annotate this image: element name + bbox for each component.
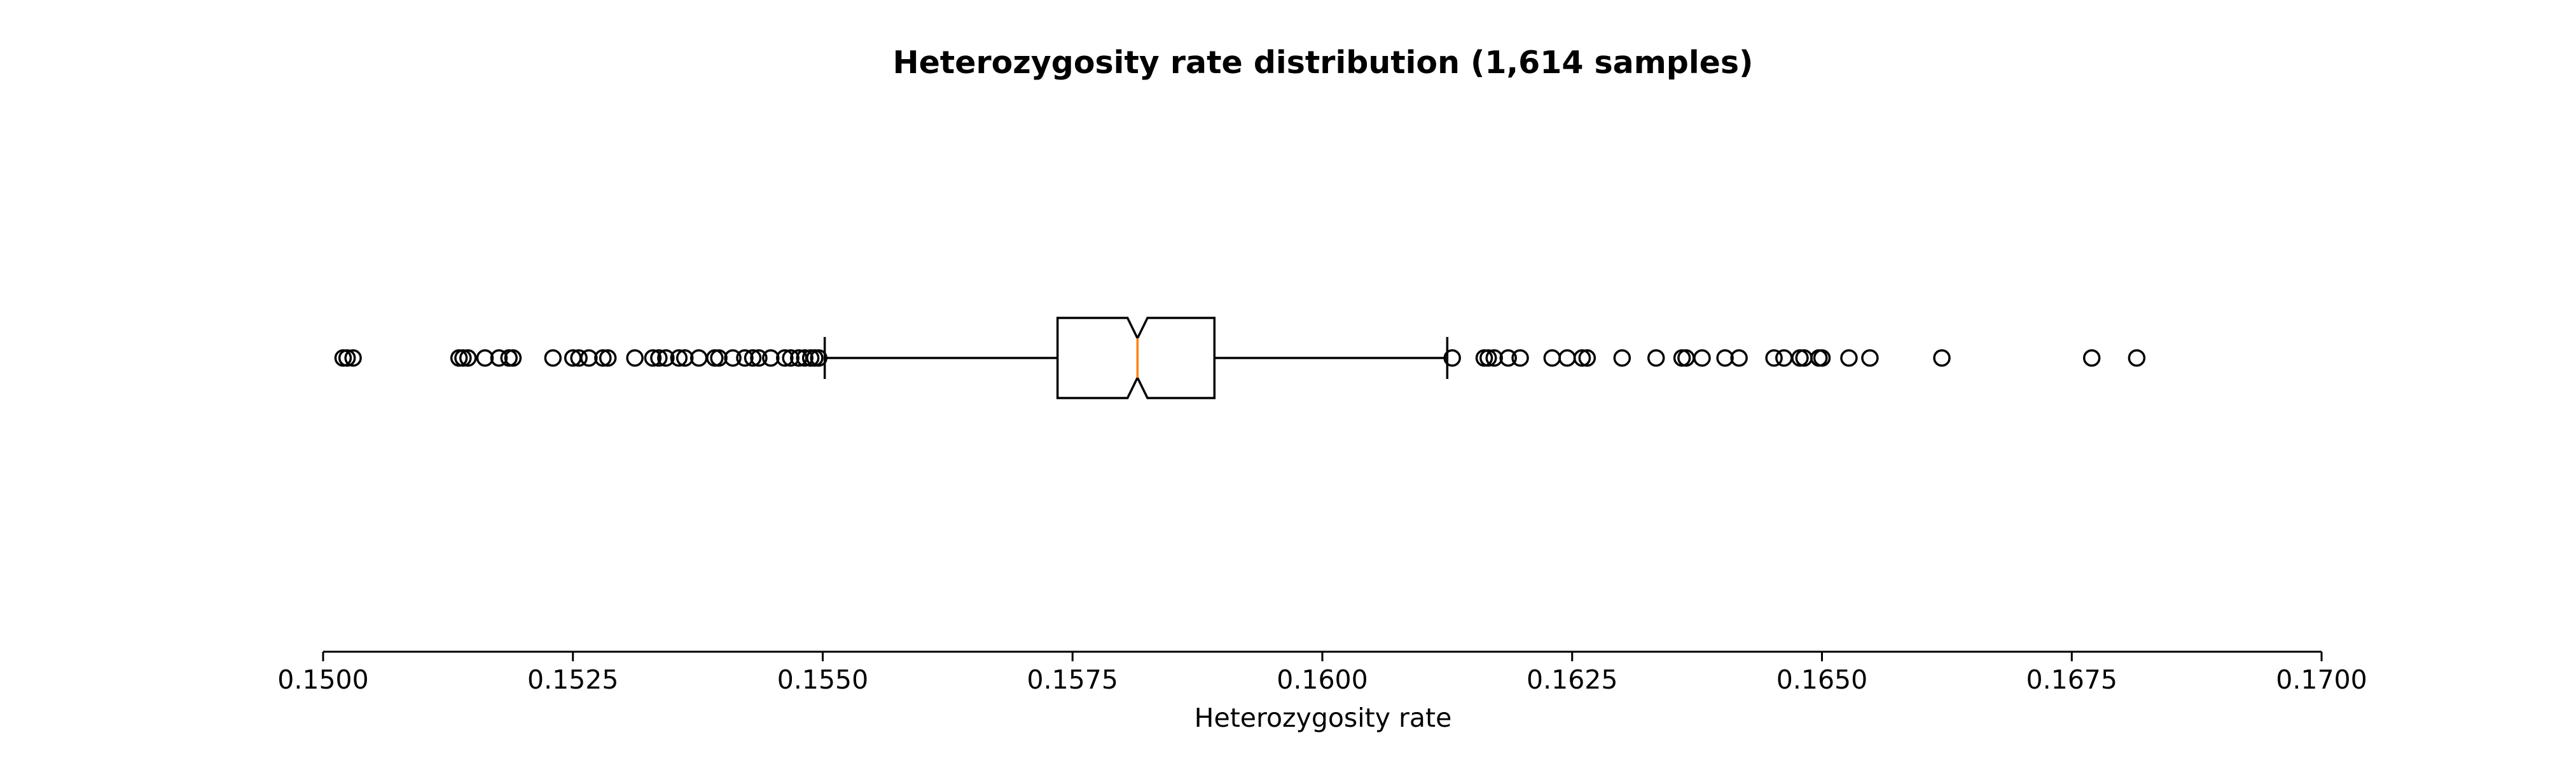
outlier-point xyxy=(1765,349,1783,367)
outlier-point xyxy=(810,349,828,367)
outlier-point xyxy=(1443,349,1461,367)
outlier-point xyxy=(1558,349,1576,367)
outlier-point xyxy=(1499,349,1517,367)
outlier-point xyxy=(1578,349,1596,367)
outlier-point xyxy=(1543,349,1562,367)
outlier-point xyxy=(736,349,754,367)
outlier-point xyxy=(2128,349,2146,367)
x-axis-label: Heterozygosity rate xyxy=(1194,703,1452,733)
outlier-point xyxy=(782,349,800,367)
outlier-point xyxy=(544,349,562,367)
x-tick-label: 0.1675 xyxy=(2026,664,2117,695)
outlier-point xyxy=(1511,349,1529,367)
chart-title: Heterozygosity rate distribution (1,614 … xyxy=(892,45,1754,81)
outlier-point xyxy=(776,349,794,367)
outlier-point xyxy=(675,349,694,367)
x-tick-label: 0.1650 xyxy=(1776,664,1867,695)
outlier-point xyxy=(1479,349,1497,367)
x-tick-label: 0.1575 xyxy=(1027,664,1118,695)
outlier-point xyxy=(670,349,688,367)
outlier-point xyxy=(796,349,814,367)
outlier-point xyxy=(2082,349,2101,367)
outlier-point xyxy=(580,349,598,367)
outlier-point xyxy=(724,349,742,367)
outlier-point xyxy=(750,349,768,367)
x-tick-label: 0.1500 xyxy=(277,664,368,695)
outlier-point xyxy=(1573,349,1591,367)
outlier-point xyxy=(1613,349,1631,367)
outlier-point xyxy=(1813,349,1831,367)
outlier-point xyxy=(744,349,762,367)
outlier-point xyxy=(657,349,675,367)
outlier-point xyxy=(1775,349,1793,367)
outlier-point xyxy=(1647,349,1665,367)
notched-box xyxy=(1056,317,1216,399)
outlier-point xyxy=(344,349,362,367)
outlier-point xyxy=(1840,349,1858,367)
outlier-point xyxy=(1730,349,1748,367)
x-tick-label: 0.1600 xyxy=(1277,664,1368,695)
outlier-point xyxy=(1693,349,1711,367)
outlier-point xyxy=(599,349,617,367)
outlier-point xyxy=(644,349,662,367)
x-tick-label: 0.1700 xyxy=(2276,664,2367,695)
outlier-point xyxy=(1861,349,1879,367)
x-tick-label: 0.1625 xyxy=(1527,664,1617,695)
outlier-point xyxy=(710,349,728,367)
outlier-point xyxy=(338,349,356,367)
outlier-point xyxy=(762,349,780,367)
x-tick-label: 0.1525 xyxy=(527,664,618,695)
outlier-point xyxy=(1716,349,1734,367)
outlier-point xyxy=(454,349,472,367)
outlier-point xyxy=(490,349,508,367)
outlier-point xyxy=(1933,349,1951,367)
outlier-point xyxy=(459,349,477,367)
outlier-point xyxy=(504,349,522,367)
outlier-point xyxy=(650,349,668,367)
outlier-point xyxy=(570,349,588,367)
outlier-point xyxy=(1485,349,1503,367)
outlier-point xyxy=(626,349,644,367)
outlier-point xyxy=(476,349,494,367)
x-tick-label: 0.1550 xyxy=(777,664,868,695)
outlier-point xyxy=(594,349,612,367)
